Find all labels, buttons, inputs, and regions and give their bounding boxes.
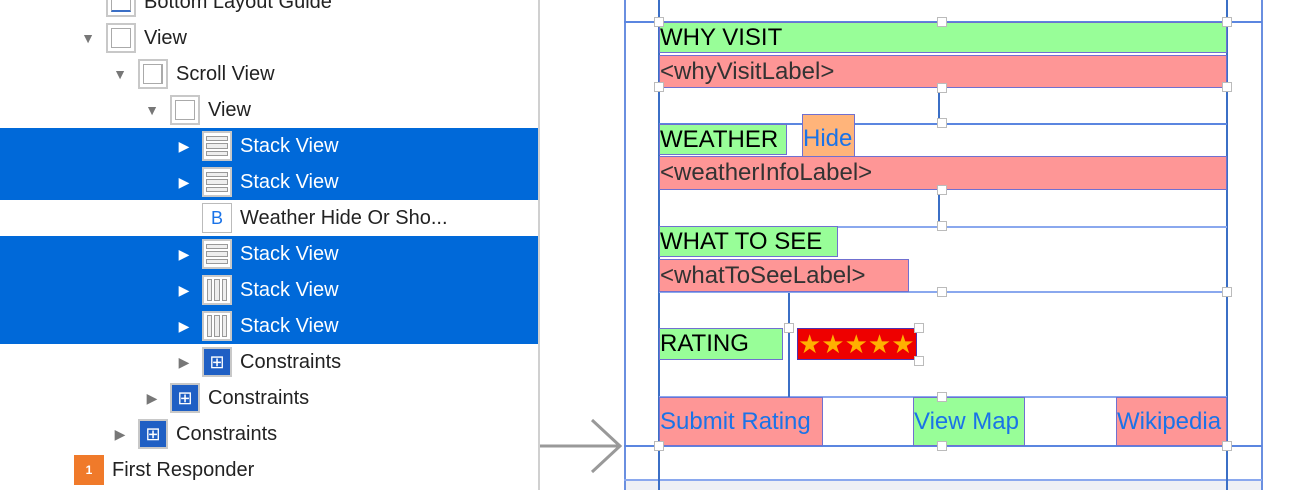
resize-handle[interactable] [937, 392, 947, 402]
constraints-icon: ⊞ [138, 419, 168, 449]
vertical-stack-icon [202, 167, 232, 197]
entry-point-arrow-icon [540, 418, 623, 474]
constraints-icon: ⊞ [202, 347, 232, 377]
layout-guide-icon [106, 0, 136, 17]
view-map-button[interactable]: View Map [913, 397, 1025, 446]
weather-hide-button[interactable]: Hide [802, 114, 855, 163]
disclosure-collapsed-icon[interactable]: ▶ [178, 353, 190, 370]
rating-heading[interactable]: RATING [659, 328, 783, 360]
resize-handle[interactable] [937, 287, 947, 297]
outline-item-stack-view[interactable]: ▶ Stack View [0, 236, 538, 272]
submit-rating-button[interactable]: Submit Rating [659, 397, 823, 446]
stack-edge [1226, 0, 1228, 490]
constraint-line [624, 479, 1262, 481]
resize-handle[interactable] [937, 83, 947, 93]
disclosure-collapsed-icon[interactable]: ▶ [178, 173, 190, 190]
disclosure-expanded-icon[interactable]: ▼ [145, 102, 159, 118]
outline-item-constraints[interactable]: ▶ ⊞ Constraints [0, 380, 538, 416]
outline-item-stack-view[interactable]: ▶ Stack View [0, 164, 538, 200]
weather-info-label[interactable]: <weatherInfoLabel> [659, 156, 1227, 190]
why-visit-label[interactable]: <whyVisitLabel> [659, 55, 1227, 88]
outline-item-scroll-view[interactable]: ▼ Scroll View [0, 56, 538, 92]
spacing-constraint [938, 190, 940, 226]
weather-heading[interactable]: WEATHER [659, 124, 787, 155]
outline-item-stack-view[interactable]: ▶ Stack View [0, 308, 538, 344]
disclosure-collapsed-icon[interactable]: ▶ [146, 389, 158, 406]
star-rating-control[interactable]: ★★★★★ [797, 328, 917, 360]
outline-item-constraints[interactable]: ▶ ⊞ Constraints [0, 344, 538, 380]
resize-handle[interactable] [937, 221, 947, 231]
outline-item-stack-view[interactable]: ▶ Stack View [0, 272, 538, 308]
resize-handle[interactable] [1222, 441, 1232, 451]
scene-border [624, 0, 626, 490]
document-outline: Bottom Layout Guide ▼ View ▼ Scroll View… [0, 0, 538, 490]
resize-handle[interactable] [937, 17, 947, 27]
spacing-constraint [788, 293, 790, 397]
scene-bottom [626, 481, 1261, 490]
resize-handle[interactable] [914, 356, 924, 366]
what-to-see-heading[interactable]: WHAT TO SEE [659, 226, 838, 257]
view-icon [106, 23, 136, 53]
spacing-constraint [938, 88, 940, 124]
outline-item-bottom-layout-guide[interactable]: Bottom Layout Guide [0, 0, 538, 20]
resize-handle[interactable] [1222, 287, 1232, 297]
outline-item-first-responder[interactable]: 1 First Responder [0, 452, 538, 488]
resize-handle[interactable] [654, 441, 664, 451]
view-icon [170, 95, 200, 125]
disclosure-collapsed-icon[interactable]: ▶ [178, 137, 190, 154]
resize-handle[interactable] [784, 323, 794, 333]
horizontal-stack-icon [202, 311, 232, 341]
resize-handle[interactable] [1222, 17, 1232, 27]
disclosure-collapsed-icon[interactable]: ▶ [178, 281, 190, 298]
disclosure-collapsed-icon[interactable]: ▶ [114, 425, 126, 442]
outline-item-stack-view[interactable]: ▶ Stack View [0, 128, 538, 164]
resize-handle[interactable] [937, 185, 947, 195]
disclosure-expanded-icon[interactable]: ▼ [81, 30, 95, 46]
horizontal-stack-icon [202, 275, 232, 305]
resize-handle[interactable] [937, 441, 947, 451]
disclosure-collapsed-icon[interactable]: ▶ [178, 317, 190, 334]
why-visit-heading[interactable]: WHY VISIT [659, 22, 1227, 53]
vertical-stack-icon [202, 131, 232, 161]
resize-handle[interactable] [1222, 82, 1232, 92]
outline-item-constraints[interactable]: ▶ ⊞ Constraints [0, 416, 538, 452]
storyboard-canvas[interactable]: WHY VISIT <whyVisitLabel> WEATHER Hide <… [540, 0, 1300, 490]
outline-item-weather-button[interactable]: B Weather Hide Or Sho... [0, 200, 538, 236]
what-to-see-label[interactable]: <whatToSeeLabel> [659, 259, 909, 292]
outline-item-content-view[interactable]: ▼ View [0, 92, 538, 128]
resize-handle[interactable] [937, 118, 947, 128]
vertical-stack-icon [202, 239, 232, 269]
scroll-view-icon [138, 59, 168, 89]
disclosure-collapsed-icon[interactable]: ▶ [178, 245, 190, 262]
resize-handle[interactable] [654, 82, 664, 92]
disclosure-expanded-icon[interactable]: ▼ [113, 66, 127, 82]
constraints-icon: ⊞ [170, 383, 200, 413]
outline-item-view[interactable]: ▼ View [0, 20, 538, 56]
button-icon: B [202, 203, 232, 233]
resize-handle[interactable] [914, 323, 924, 333]
wikipedia-button[interactable]: Wikipedia [1116, 397, 1227, 446]
scene-border [1261, 0, 1263, 490]
resize-handle[interactable] [654, 17, 664, 27]
panel-divider[interactable] [538, 0, 540, 490]
first-responder-icon: 1 [74, 455, 104, 485]
